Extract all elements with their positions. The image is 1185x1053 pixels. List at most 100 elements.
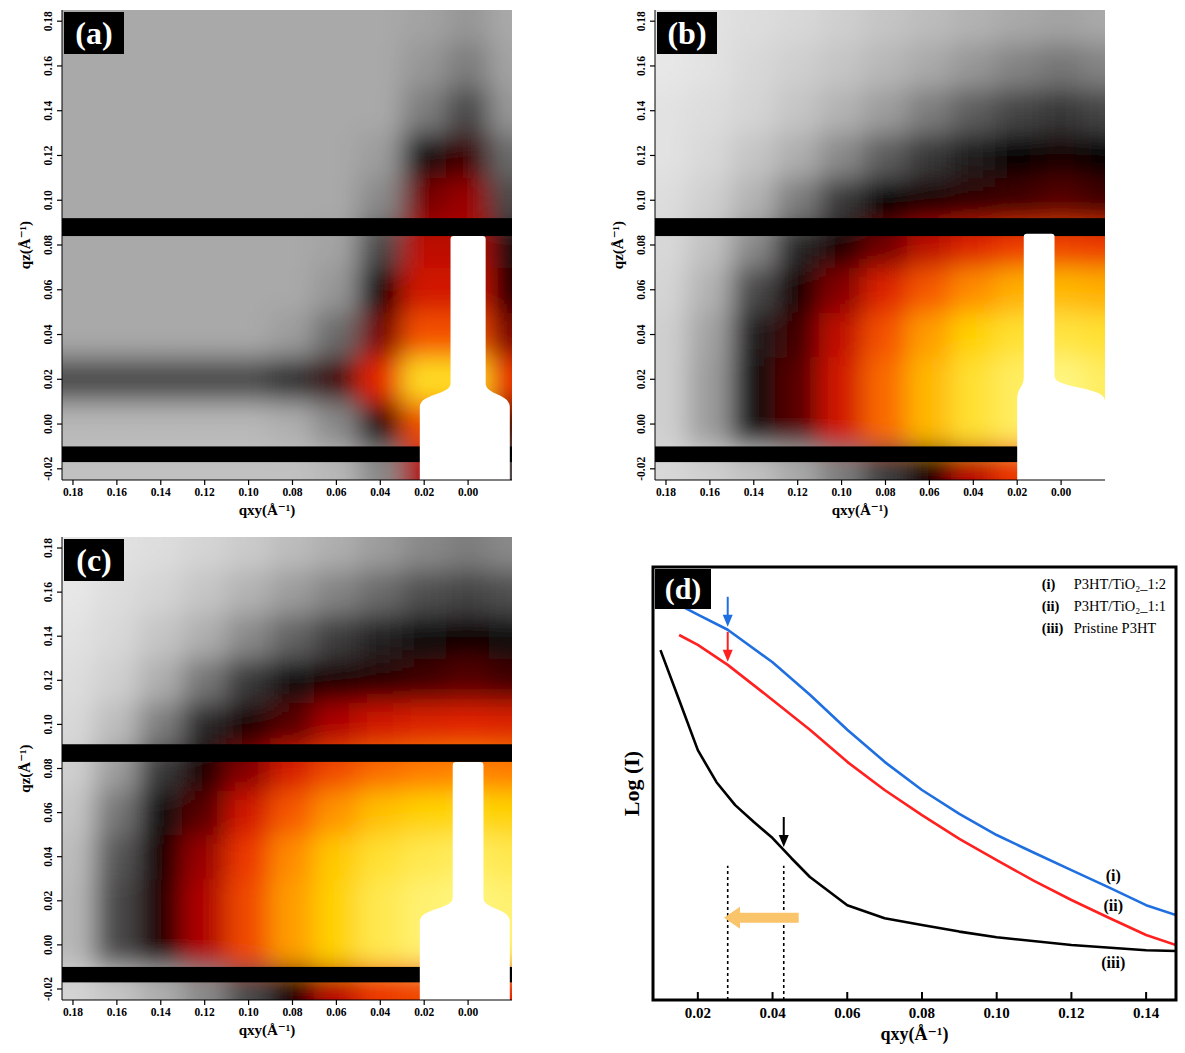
heat-cell (446, 88, 491, 134)
y-tick-label: 0.04 (635, 324, 647, 344)
heat-cell (94, 312, 139, 358)
heat-cell (775, 312, 820, 358)
heat-cell (402, 790, 447, 835)
heat-cell (358, 177, 403, 223)
heat-cell (182, 88, 227, 134)
y-tick-label: 0.16 (42, 582, 54, 602)
heat-cell (94, 790, 139, 835)
heat-cell (358, 570, 403, 615)
heat-cell (314, 312, 359, 358)
heat-cell (951, 133, 996, 179)
heat-cell (995, 133, 1040, 179)
x-tick (160, 480, 161, 485)
heat-cell (655, 177, 688, 223)
x-tick (116, 480, 117, 485)
heat-cell (94, 88, 139, 134)
y-tick-label: 0.16 (42, 56, 54, 76)
x-tick (697, 992, 699, 1000)
heat-cell (94, 702, 139, 747)
y-tick (57, 334, 62, 335)
y-axis-title: qz(Å⁻¹) (17, 744, 34, 792)
heat-cell (270, 658, 315, 703)
heat-cell (270, 43, 315, 89)
x-axis-line (655, 480, 1105, 481)
heat-cell (62, 614, 95, 659)
legend-label: (i) (1042, 576, 1056, 593)
heat-cell (490, 88, 512, 134)
heat-cell (94, 922, 139, 967)
y-tick-label: -0.02 (42, 457, 54, 481)
heat-cell (182, 177, 227, 223)
heat-cell (907, 88, 952, 134)
heat-cell (490, 537, 512, 571)
y-tick (57, 547, 62, 548)
heat-cell (731, 267, 776, 313)
heat-cell (775, 133, 820, 179)
heat-cell (358, 922, 403, 967)
y-tick (57, 379, 62, 380)
x-tick-label: 0.12 (195, 486, 215, 498)
heat-cell (270, 614, 315, 659)
heat-cell (490, 43, 512, 89)
x-tick-label: 0.14 (151, 486, 171, 498)
heat-cell (314, 922, 359, 967)
legend-name: P3HT/TiO₂_1:1 (1074, 598, 1166, 614)
heat-cell (1039, 88, 1084, 134)
x-tick-label: 0.06 (326, 486, 346, 498)
heat-cell (907, 267, 952, 313)
x-tick (467, 1000, 468, 1005)
heat-cell (226, 267, 271, 313)
heat-cell (314, 834, 359, 879)
heat-cell (907, 356, 952, 402)
heat-cell (1083, 267, 1105, 313)
heat-cell (995, 177, 1040, 223)
x-tick-label: 0.08 (875, 486, 895, 498)
beamstop (420, 236, 510, 480)
heat-cell (655, 267, 688, 313)
x-tick-label: 0.14 (151, 1006, 171, 1018)
heat-cell (490, 133, 512, 179)
y-tick (57, 900, 62, 901)
y-tick (57, 21, 62, 22)
heat-cell (951, 401, 996, 447)
heat-cell (314, 88, 359, 134)
heat-cell (182, 10, 227, 44)
heat-cell (62, 401, 95, 447)
dotted-line (727, 866, 729, 1000)
x-tick-label: 0.10 (239, 1006, 259, 1018)
heat-cell (182, 922, 227, 967)
panel-label-box (655, 569, 711, 609)
heat-cell (863, 88, 908, 134)
heat-cell (655, 401, 688, 447)
heat-cell (226, 177, 271, 223)
x-tick (204, 1000, 205, 1005)
x-tick (973, 480, 974, 485)
heat-cell (182, 834, 227, 879)
y-tick-label: 0.00 (635, 414, 647, 434)
heat-cell (182, 133, 227, 179)
curve-label: (ii) (1103, 897, 1123, 915)
heat-cell (863, 10, 908, 44)
x-tick (72, 480, 73, 485)
heat-cell (226, 88, 271, 134)
x-tick-label: 0.08 (909, 1005, 935, 1021)
heat-cell (62, 922, 95, 967)
heat-cell (138, 356, 183, 402)
y-tick-label: 0.10 (635, 190, 647, 210)
heat-cell (314, 356, 359, 402)
heat-cell (182, 702, 227, 747)
heat-cell (94, 177, 139, 223)
x-tick (424, 1000, 425, 1005)
heat-cell (358, 614, 403, 659)
heat-cell (687, 312, 732, 358)
heat-cell (446, 658, 491, 703)
heat-cell (1039, 177, 1084, 223)
heat-cell (907, 401, 952, 447)
heat-cell (226, 537, 271, 571)
heat-cell (138, 537, 183, 571)
heatmap-cells (62, 10, 512, 480)
y-tick-label: 0.02 (635, 369, 647, 389)
heat-cell (270, 878, 315, 923)
heat-cell (138, 401, 183, 447)
y-tick-label: 0.04 (42, 846, 54, 866)
